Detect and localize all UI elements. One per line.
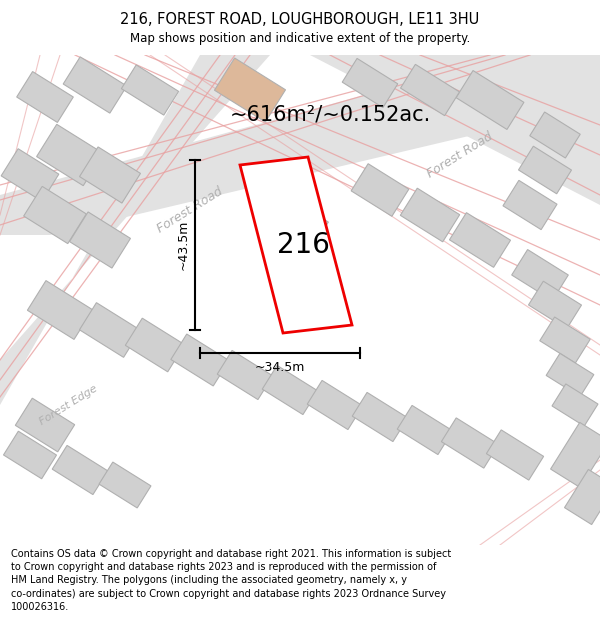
Text: ~43.5m: ~43.5m bbox=[177, 220, 190, 270]
Polygon shape bbox=[80, 147, 140, 203]
Polygon shape bbox=[121, 65, 179, 115]
Polygon shape bbox=[529, 281, 581, 329]
Polygon shape bbox=[0, 55, 600, 235]
Polygon shape bbox=[79, 302, 140, 358]
Text: Forest Road: Forest Road bbox=[425, 129, 495, 181]
Polygon shape bbox=[401, 64, 460, 116]
Polygon shape bbox=[37, 124, 103, 186]
Text: Contains OS data © Crown copyright and database right 2021. This information is : Contains OS data © Crown copyright and d… bbox=[11, 549, 451, 612]
Polygon shape bbox=[262, 366, 318, 414]
Text: Forest Road: Forest Road bbox=[155, 184, 225, 236]
Polygon shape bbox=[63, 57, 127, 113]
Text: ~616m²/~0.152ac.: ~616m²/~0.152ac. bbox=[229, 105, 431, 125]
Polygon shape bbox=[397, 406, 453, 454]
Polygon shape bbox=[352, 392, 408, 442]
Polygon shape bbox=[551, 422, 600, 488]
Polygon shape bbox=[456, 71, 524, 129]
Polygon shape bbox=[240, 157, 352, 333]
Polygon shape bbox=[540, 317, 590, 363]
Text: ~34.5m: ~34.5m bbox=[255, 361, 305, 374]
Polygon shape bbox=[4, 431, 56, 479]
Polygon shape bbox=[171, 334, 229, 386]
Polygon shape bbox=[99, 462, 151, 508]
Polygon shape bbox=[552, 384, 598, 426]
Polygon shape bbox=[342, 58, 398, 108]
Polygon shape bbox=[0, 55, 270, 405]
Polygon shape bbox=[214, 58, 286, 122]
Polygon shape bbox=[52, 446, 108, 494]
Polygon shape bbox=[70, 212, 130, 268]
Polygon shape bbox=[487, 430, 544, 480]
Polygon shape bbox=[512, 249, 568, 301]
Polygon shape bbox=[16, 398, 74, 452]
Polygon shape bbox=[540, 55, 600, 85]
Polygon shape bbox=[442, 418, 499, 468]
Polygon shape bbox=[23, 186, 86, 244]
Polygon shape bbox=[217, 351, 273, 399]
Polygon shape bbox=[518, 146, 571, 194]
Polygon shape bbox=[17, 71, 73, 122]
Polygon shape bbox=[400, 188, 460, 242]
Polygon shape bbox=[125, 318, 185, 372]
Polygon shape bbox=[546, 353, 594, 397]
Polygon shape bbox=[272, 198, 328, 252]
Text: 216: 216 bbox=[277, 231, 330, 259]
Polygon shape bbox=[307, 381, 363, 429]
Polygon shape bbox=[1, 149, 59, 201]
Text: Map shows position and indicative extent of the property.: Map shows position and indicative extent… bbox=[130, 32, 470, 45]
Text: 216, FOREST ROAD, LOUGHBOROUGH, LE11 3HU: 216, FOREST ROAD, LOUGHBOROUGH, LE11 3HU bbox=[121, 12, 479, 27]
Polygon shape bbox=[565, 469, 600, 524]
Polygon shape bbox=[449, 213, 511, 268]
Text: Forest Edge: Forest Edge bbox=[37, 383, 99, 427]
Polygon shape bbox=[28, 281, 92, 339]
Polygon shape bbox=[310, 55, 600, 205]
Polygon shape bbox=[503, 181, 557, 229]
Polygon shape bbox=[530, 112, 580, 158]
Polygon shape bbox=[351, 164, 409, 216]
